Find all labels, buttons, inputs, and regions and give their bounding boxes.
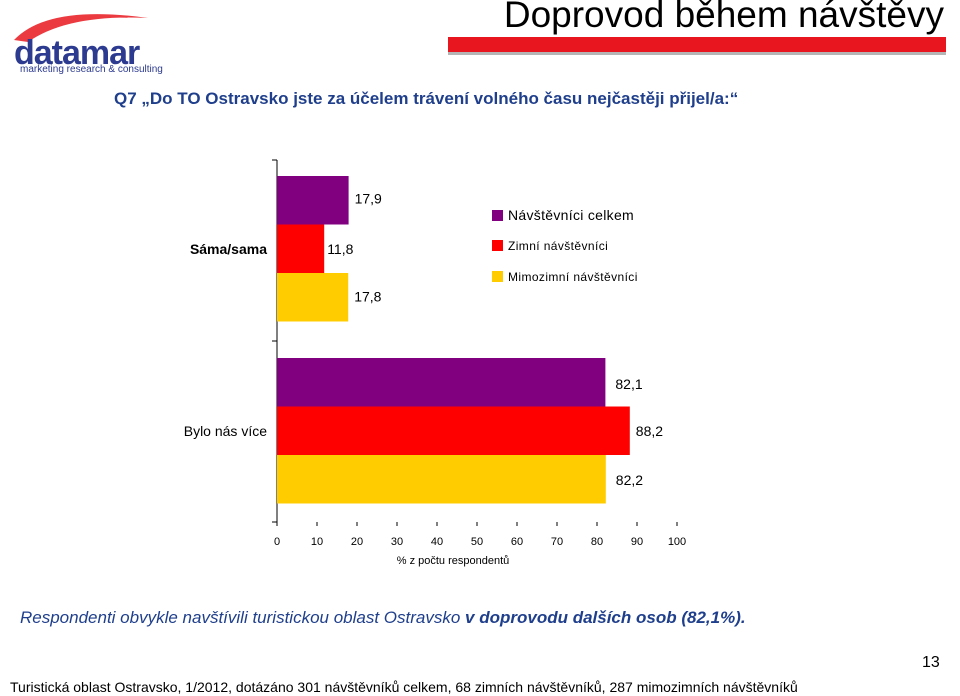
x-tick-label: 40 [431,536,443,548]
data-label: 88,2 [636,423,663,439]
summary-bold: v doprovodu dalších osob (82,1%). [465,608,746,627]
source-note: Turistická oblast Ostravsko, 1/2012, dot… [10,679,798,695]
x-axis-title: % z počtu respondentů [397,555,510,567]
data-label: 82,1 [615,376,642,392]
datamar-logo [8,8,158,78]
data-label: 17,9 [355,191,382,207]
bar-chart: 0 10 20 30 40 50 60 70 80 90 100 % z počtu responde… [184,159,686,567]
x-tick-label: 20 [351,536,363,548]
x-tick-label: 10 [311,536,323,548]
legend-label: Zimní návštěvníci [508,239,608,253]
legend-swatch [492,210,503,221]
page-number: 13 [922,654,940,671]
category-label: Sáma/sama [190,241,267,257]
x-tick-label: 60 [511,536,523,548]
logo-name: datamar [14,34,140,72]
x-tick-label: 70 [551,536,563,548]
legend-label: Návštěvníci celkem [508,207,634,223]
data-label: 82,2 [616,472,643,488]
question-text: Q7 „Do TO Ostravsko jste za účelem tráve… [114,89,739,108]
summary-note: Respondenti obvykle navštívili turistick… [20,608,746,628]
x-tick-label: 100 [668,536,686,548]
data-label: 17,8 [354,289,381,305]
page-title: Doprovod během návštěvy [503,0,944,35]
x-tick-label: 0 [274,536,280,548]
legend-swatch [492,240,503,251]
bar [277,455,606,504]
legend-label: Mimozimní návštěvníci [508,270,638,284]
logo-swoosh-icon [14,14,148,42]
x-tick-label: 80 [591,536,603,548]
bar [277,176,349,225]
legend-swatch [492,271,503,282]
logo-tagline: marketing research & consulting [20,64,163,75]
header-red-band [448,37,946,52]
data-label: 11,8 [327,241,353,257]
header-gray-band [448,52,946,55]
x-tick-label: 50 [471,536,483,548]
summary-prefix: Respondenti obvykle navštívili turistick… [20,608,466,627]
bar [277,406,630,455]
bar [277,358,606,407]
bar [277,224,325,273]
x-tick-label: 30 [391,536,403,548]
bar [277,273,349,322]
x-tick-label: 90 [631,536,643,548]
category-label: Bylo nás více [184,423,267,439]
